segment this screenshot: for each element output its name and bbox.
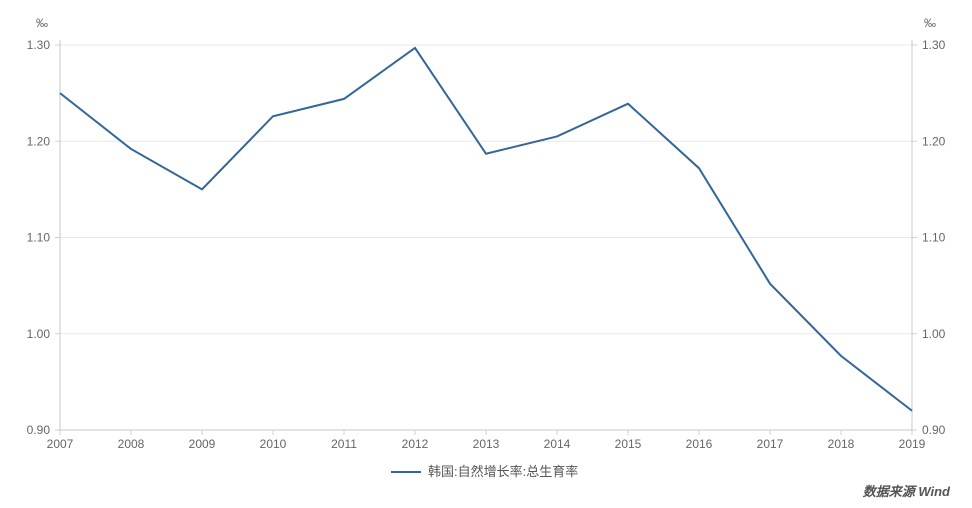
y-tick-right: 1.30 xyxy=(922,38,946,52)
x-tick: 2008 xyxy=(118,437,145,451)
x-tick: 2019 xyxy=(899,437,926,451)
source-label: 数据来源 Wind xyxy=(863,481,950,500)
y-tick-right: 1.00 xyxy=(922,327,946,341)
y-unit-left: ‰ xyxy=(36,16,48,30)
y-tick-left: 1.10 xyxy=(27,231,51,245)
x-tick: 2009 xyxy=(189,437,216,451)
y-tick-right: 1.20 xyxy=(922,134,946,148)
x-tick: 2010 xyxy=(260,437,287,451)
y-unit-right: ‰ xyxy=(924,16,936,30)
y-tick-right: 1.10 xyxy=(922,231,946,245)
y-tick-left: 1.30 xyxy=(27,38,51,52)
x-tick: 2018 xyxy=(828,437,855,451)
y-tick-right: 0.90 xyxy=(922,423,946,437)
y-tick-left: 0.90 xyxy=(27,423,51,437)
y-tick-left: 1.00 xyxy=(27,327,51,341)
legend-label: 韩国:自然增长率:总生育率 xyxy=(428,464,578,479)
chart-container: 0.90 0.90 1.00 1.00 1.10 1.10 1.20 1.20 1.30 1.30… xyxy=(0,0,972,508)
line-chart: 0.90 0.90 1.00 1.00 1.10 1.10 1.20 1.20 1.30 1.30… xyxy=(0,0,972,508)
x-tick: 2015 xyxy=(615,437,642,451)
x-tick: 2014 xyxy=(544,437,571,451)
y-tick-left: 1.20 xyxy=(27,134,51,148)
x-tick: 2013 xyxy=(473,437,500,451)
x-tick: 2016 xyxy=(686,437,713,451)
series-line xyxy=(60,48,912,411)
x-tick: 2011 xyxy=(331,437,357,451)
x-tick: 2007 xyxy=(47,437,74,451)
x-tick: 2012 xyxy=(402,437,429,451)
x-tick: 2017 xyxy=(757,437,784,451)
